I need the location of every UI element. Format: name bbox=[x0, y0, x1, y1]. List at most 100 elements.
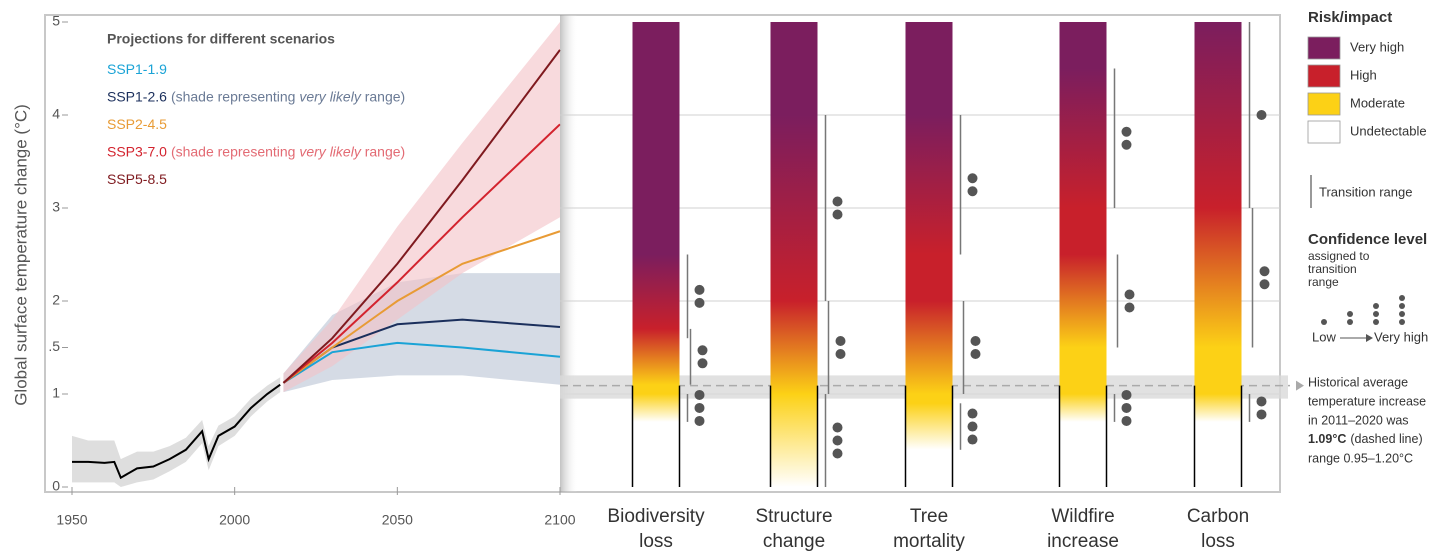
dot bbox=[1256, 396, 1267, 407]
dot bbox=[967, 421, 978, 432]
confidence-example bbox=[1321, 319, 1327, 325]
dot bbox=[832, 435, 843, 446]
x-tick-label: Tree bbox=[910, 506, 948, 527]
range-band bbox=[283, 273, 560, 393]
legend-arrowhead bbox=[1366, 334, 1373, 342]
ember bbox=[1059, 22, 1107, 487]
legend-name: SSP1-1.9 bbox=[107, 61, 167, 77]
legend-note: very likely bbox=[299, 88, 361, 104]
confidence-dots bbox=[832, 196, 843, 220]
x-tick-label: change bbox=[763, 531, 825, 551]
confidence-dots bbox=[967, 173, 978, 197]
x-tick-label: Wildfire bbox=[1051, 506, 1114, 527]
legend-sub: assigned to bbox=[1308, 249, 1370, 263]
annotation: range 0.95–1.20°C bbox=[1308, 451, 1413, 465]
panel-shade bbox=[560, 15, 578, 492]
legend-note: very likely bbox=[299, 143, 361, 159]
legend-sub: transition bbox=[1308, 262, 1357, 276]
y-tick-label: 5 bbox=[52, 13, 60, 29]
series-line bbox=[282, 49, 561, 384]
dot bbox=[832, 422, 843, 433]
confidence-dots bbox=[1259, 266, 1270, 290]
dot bbox=[967, 173, 978, 184]
dot bbox=[1373, 303, 1379, 309]
y-tick-label: 0 bbox=[52, 478, 60, 494]
dot bbox=[970, 349, 981, 359]
legend-entry: SSP3-7.0 (shade representing very likely … bbox=[107, 143, 405, 159]
ember bbox=[1194, 22, 1242, 487]
dot bbox=[967, 186, 978, 197]
legend-label: Very high bbox=[1350, 39, 1404, 54]
confidence-dots bbox=[1124, 289, 1135, 313]
x-tick-label: increase bbox=[1047, 531, 1119, 551]
dot bbox=[1121, 139, 1132, 150]
legend-swatch bbox=[1307, 64, 1341, 88]
legend-swatch bbox=[1307, 120, 1341, 144]
dot bbox=[1121, 415, 1132, 426]
annotation-value: 1.09°C bbox=[1308, 432, 1346, 446]
dot bbox=[694, 389, 705, 400]
legend-entry: SSP1-2.6 (shade representing very likely … bbox=[107, 88, 405, 104]
legend-label: Undetectable bbox=[1350, 123, 1427, 138]
confidence-dots bbox=[970, 336, 981, 359]
dot bbox=[697, 358, 708, 369]
x-tick-label: Biodiversity bbox=[607, 506, 705, 527]
annotation: temperature increase bbox=[1308, 394, 1426, 408]
legend-entry: SSP2-4.5 bbox=[107, 116, 167, 132]
dot bbox=[1259, 266, 1270, 277]
y-tick-label: 3 bbox=[52, 199, 60, 215]
legend-note: range) bbox=[361, 143, 405, 159]
range-band bbox=[72, 377, 281, 487]
dot bbox=[694, 284, 705, 295]
legend-note: range) bbox=[361, 88, 405, 104]
dot bbox=[1399, 319, 1405, 325]
y-tick-label: 1 bbox=[52, 385, 60, 401]
dot bbox=[835, 336, 846, 346]
dot bbox=[1347, 311, 1353, 317]
legend-title: Confidence level bbox=[1308, 231, 1427, 248]
confidence-example bbox=[1347, 311, 1353, 325]
dot bbox=[1121, 126, 1132, 137]
dot bbox=[694, 297, 705, 308]
ember bbox=[632, 22, 680, 487]
legend-label: High bbox=[1350, 67, 1377, 82]
annotation: (dashed line) bbox=[1350, 432, 1422, 446]
dot bbox=[1121, 389, 1132, 400]
dot bbox=[1347, 319, 1353, 325]
legend-title: Projections for different scenarios bbox=[107, 31, 335, 47]
series-line bbox=[72, 383, 281, 480]
legend-entry: SSP5-8.5 bbox=[107, 171, 167, 187]
dot bbox=[967, 408, 978, 419]
legend-note: (shade representing bbox=[171, 88, 299, 104]
series-line bbox=[282, 341, 561, 384]
confidence-dots bbox=[694, 284, 705, 308]
x-tick-label: 2050 bbox=[382, 512, 413, 528]
x-tick-label: Structure bbox=[755, 506, 832, 527]
annotation: Historical average bbox=[1308, 375, 1408, 389]
y-axis-label: Global surface temperature change (°C) bbox=[11, 104, 30, 406]
legend-label: Moderate bbox=[1350, 95, 1405, 110]
dot bbox=[1256, 110, 1267, 120]
x-tick-label: 2000 bbox=[219, 512, 250, 528]
legend-entry: SSP1-1.9 bbox=[107, 61, 167, 77]
dot bbox=[967, 434, 978, 445]
range-band bbox=[283, 22, 560, 393]
dot bbox=[832, 196, 843, 207]
confidence-dots bbox=[967, 408, 978, 445]
confidence-dots bbox=[697, 345, 708, 369]
dot bbox=[1399, 295, 1405, 301]
confidence-dots bbox=[1121, 389, 1132, 426]
dot bbox=[694, 402, 705, 413]
legend-low: Low bbox=[1312, 329, 1336, 344]
dot bbox=[1373, 311, 1379, 317]
dot bbox=[832, 448, 843, 459]
dot bbox=[1399, 303, 1405, 309]
x-tick-label: mortality bbox=[893, 531, 965, 551]
legend-swatch bbox=[1307, 92, 1341, 116]
dot bbox=[1321, 319, 1327, 325]
annotation: 1.09°C (dashed line) bbox=[1308, 432, 1423, 446]
dot bbox=[1259, 279, 1270, 290]
confidence-example bbox=[1373, 303, 1379, 325]
